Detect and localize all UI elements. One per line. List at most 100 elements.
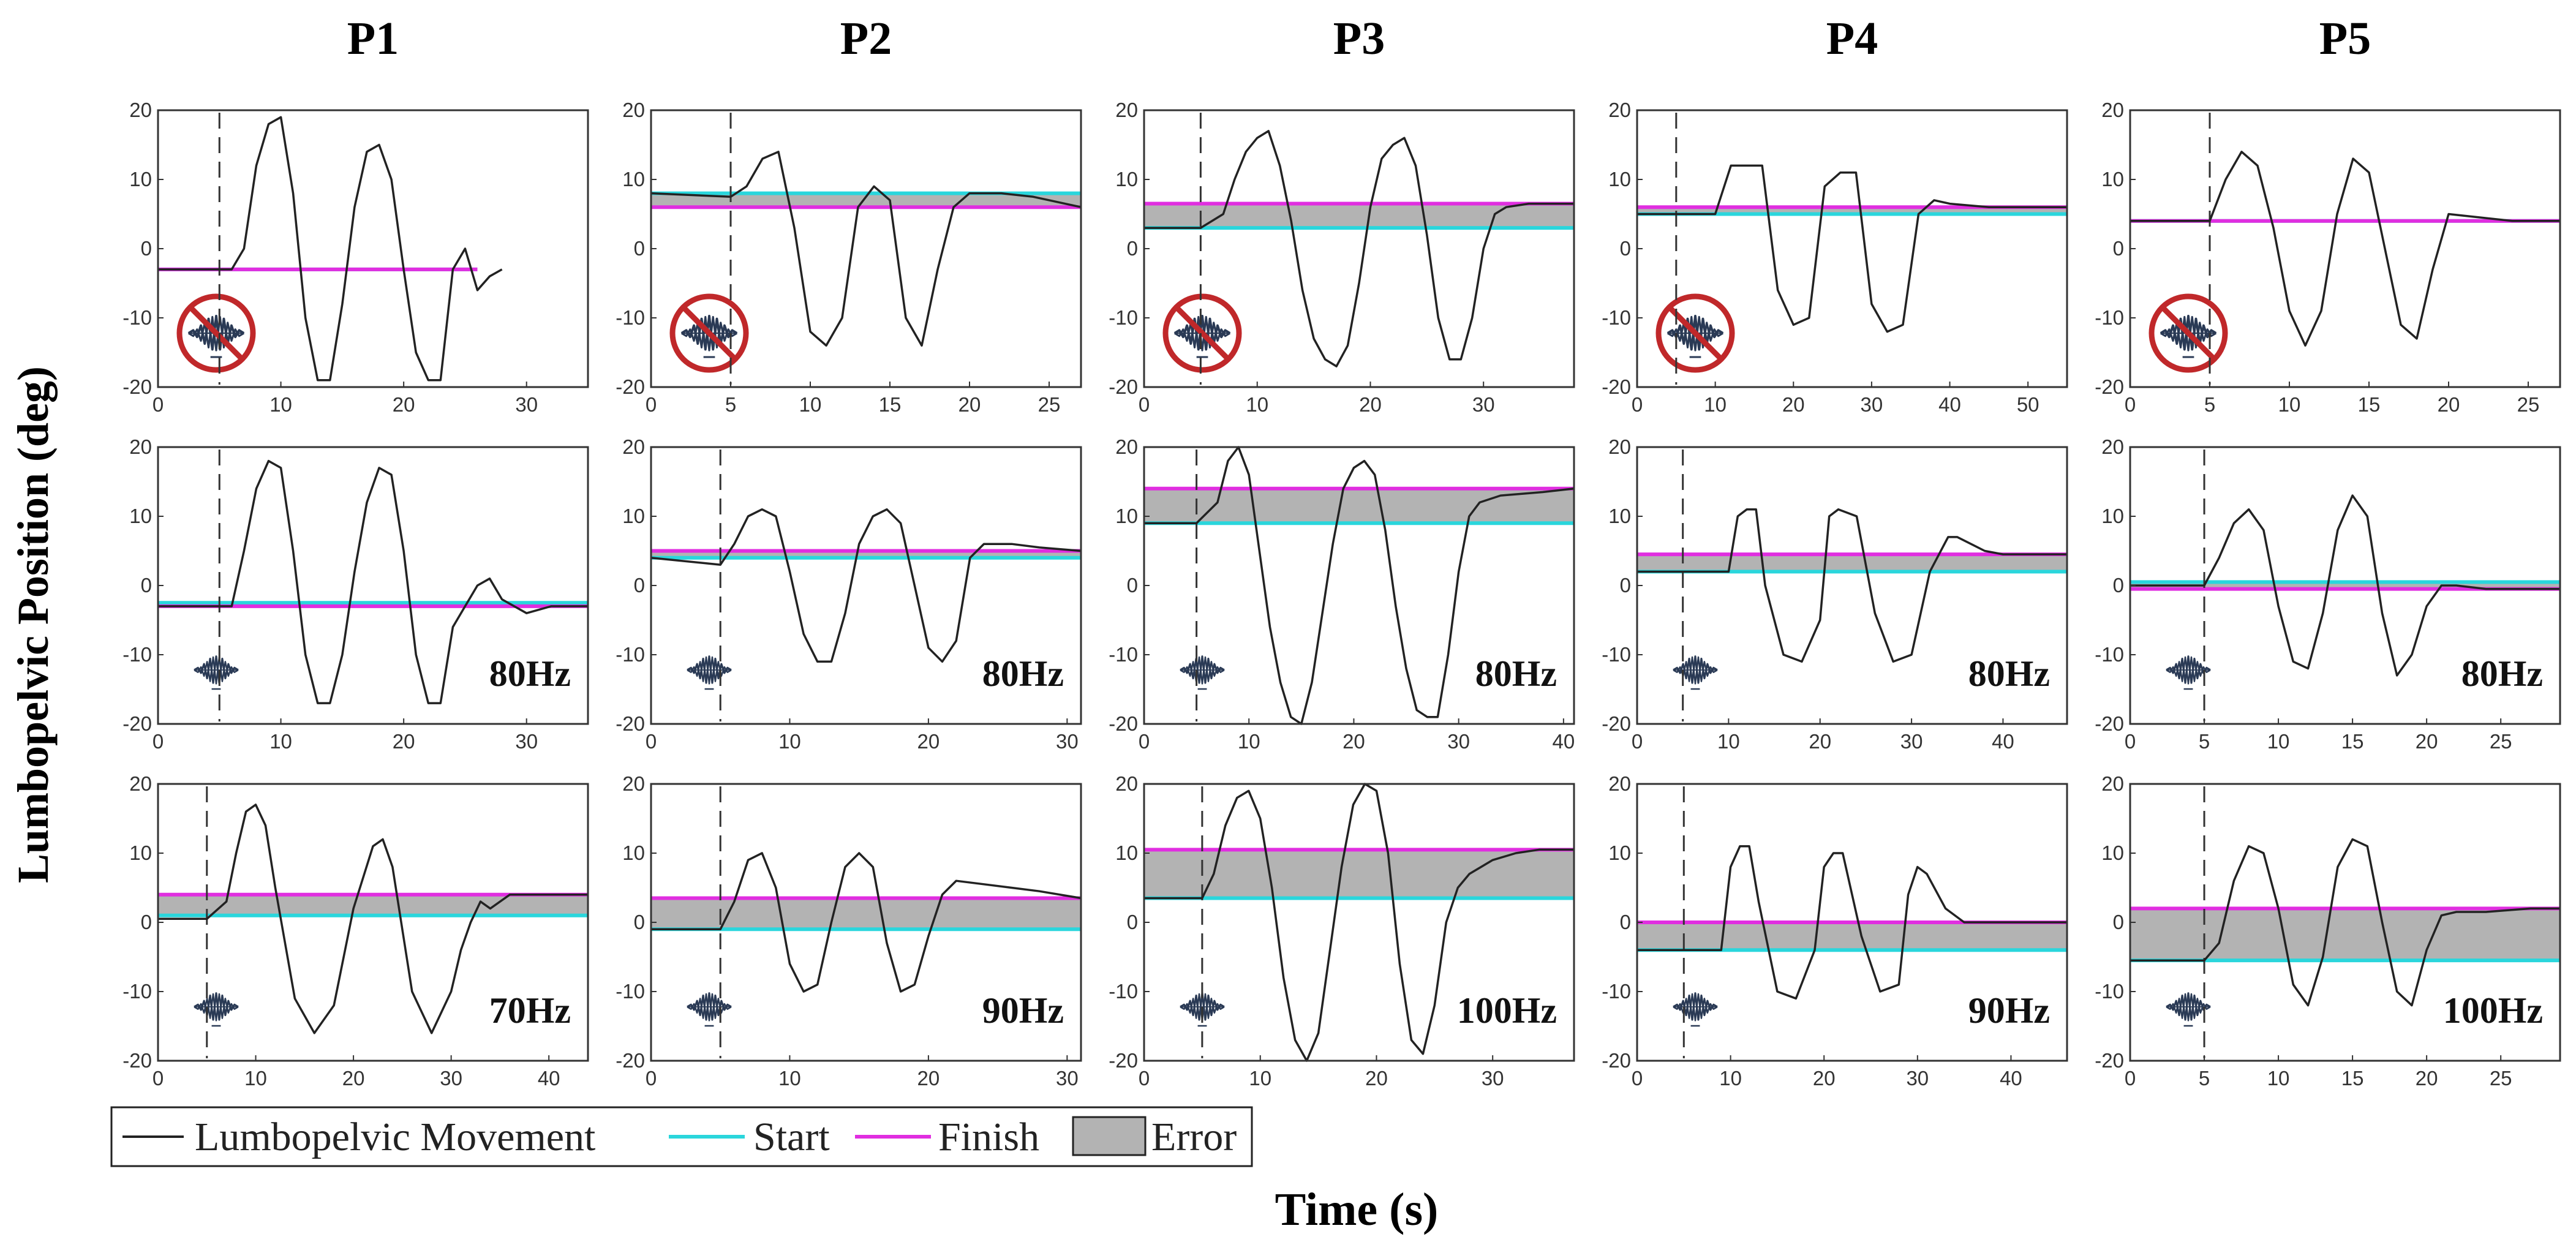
- x-tick-label: 40: [1992, 730, 2014, 753]
- x-tick-label: 20: [2416, 1067, 2438, 1090]
- frequency-label: 90Hz: [1968, 990, 2050, 1031]
- x-tick-label: 50: [2017, 393, 2039, 416]
- y-tick-label: -10: [2095, 643, 2124, 666]
- movement-line: [158, 459, 588, 704]
- error-band: [1637, 922, 2067, 951]
- y-tick-label: 10: [622, 168, 645, 190]
- panels-grid: -20 -10 0 10 20 0 10 20 30 -20 -10 0 10 20 0 5 10 15 20 25 -…: [122, 99, 2561, 1090]
- x-tick-label: 5: [2199, 730, 2210, 753]
- legend-label-error: Error: [1151, 1115, 1237, 1159]
- x-tick-label: 30: [1056, 1067, 1079, 1090]
- x-tick-label: 40: [2000, 1067, 2022, 1090]
- frequency-label: 80Hz: [489, 653, 571, 694]
- x-tick-label: 20: [1343, 730, 1365, 753]
- x-tick-label: 30: [1056, 730, 1079, 753]
- x-axis-label: Time (s): [1275, 1184, 1439, 1235]
- panel-p5-row3: -20 -10 0 10 20 0 5 10 15 20 25 100Hz: [2095, 772, 2561, 1090]
- panel-p5-row1: -20 -10 0 10 20 0 5 10 15 20 25: [2095, 99, 2561, 416]
- panel-p3-row2: -20 -10 0 10 20 0 10 20 30 40 80Hz: [1109, 435, 1575, 753]
- y-tick-label: 0: [141, 574, 152, 597]
- x-tick-label: 10: [2278, 393, 2301, 416]
- movement-line: [158, 116, 503, 382]
- y-tick-label: -10: [616, 980, 645, 1003]
- y-tick-label: -20: [1109, 1049, 1138, 1072]
- y-tick-label: 10: [2101, 841, 2124, 864]
- legend: Lumbopelvic Movement Start Finish Error: [110, 1106, 1253, 1167]
- y-axis-label: Lumbopelvic Position (deg): [9, 366, 58, 883]
- x-tick-label: 25: [1038, 393, 1061, 416]
- y-tick-label: 20: [1115, 99, 1138, 121]
- y-tick-label: 10: [1115, 505, 1138, 527]
- x-tick-label: 0: [2125, 1067, 2136, 1090]
- movement-line: [1637, 845, 2067, 1000]
- x-tick-label: 20: [1359, 393, 1382, 416]
- x-tick-label: 10: [1246, 393, 1268, 416]
- x-tick-label: 15: [879, 393, 902, 416]
- x-tick-label: 20: [917, 1067, 940, 1090]
- x-tick-label: 0: [153, 730, 164, 753]
- panel-p1-row1: -20 -10 0 10 20 0 10 20 30: [122, 99, 589, 416]
- x-tick-label: 0: [1632, 1067, 1643, 1090]
- frequency-label: 100Hz: [1457, 990, 1557, 1031]
- movement-line: [2130, 151, 2560, 347]
- x-tick-label: 40: [1938, 393, 1961, 416]
- plot-area: [1144, 784, 1574, 1061]
- frequency-label: 80Hz: [1475, 653, 1557, 694]
- movement-line: [1144, 130, 1574, 367]
- panel-p2-row3: -20 -10 0 10 20 0 10 20 30 90Hz: [616, 772, 1082, 1090]
- y-tick-label: 20: [129, 99, 152, 121]
- x-tick-label: 20: [917, 730, 940, 753]
- legend-label-movement: Lumbopelvic Movement: [195, 1115, 595, 1159]
- movement-line: [1144, 783, 1574, 1062]
- y-tick-label: 0: [634, 237, 645, 260]
- y-tick-label: -10: [122, 643, 152, 666]
- y-tick-label: -10: [1109, 306, 1138, 329]
- y-tick-label: 10: [1608, 505, 1631, 527]
- frequency-label: 100Hz: [2443, 990, 2543, 1031]
- x-tick-label: 15: [2341, 730, 2364, 753]
- y-tick-label: 20: [2101, 772, 2124, 795]
- x-tick-label: 10: [1717, 730, 1740, 753]
- y-tick-label: -10: [122, 306, 152, 329]
- y-tick-label: -20: [1602, 1049, 1631, 1072]
- y-tick-label: 20: [622, 99, 645, 121]
- x-tick-label: 15: [2358, 393, 2381, 416]
- error-band: [1637, 554, 2067, 572]
- y-tick-label: 20: [622, 435, 645, 458]
- x-tick-label: 10: [778, 1067, 801, 1090]
- no-vibration-icon: [176, 293, 256, 373]
- movement-line: [1637, 508, 2067, 663]
- x-tick-label: 10: [269, 393, 292, 416]
- x-tick-label: 30: [1447, 730, 1470, 753]
- movement-line: [2130, 494, 2560, 677]
- y-tick-label: 0: [634, 574, 645, 597]
- x-tick-label: 10: [778, 730, 801, 753]
- x-tick-label: 0: [1632, 393, 1643, 416]
- column-title-p1: P1: [347, 13, 399, 64]
- x-tick-label: 20: [1809, 730, 1831, 753]
- y-tick-label: -20: [616, 375, 645, 398]
- movement-line: [650, 151, 1082, 347]
- panel-p2-row1: -20 -10 0 10 20 0 5 10 15 20 25: [616, 99, 1082, 416]
- x-tick-label: 10: [799, 393, 822, 416]
- column-title-p5: P5: [2319, 13, 2371, 64]
- y-tick-label: 20: [1608, 772, 1631, 795]
- frequency-label: 70Hz: [489, 990, 571, 1031]
- x-tick-label: 5: [725, 393, 736, 416]
- x-tick-label: 30: [1482, 1067, 1504, 1090]
- x-tick-label: 20: [1782, 393, 1805, 416]
- y-tick-label: -10: [2095, 980, 2124, 1003]
- x-tick-label: 20: [1813, 1067, 1836, 1090]
- y-tick-label: -20: [1602, 712, 1631, 735]
- x-tick-label: 0: [153, 1067, 164, 1090]
- y-tick-label: 0: [1127, 911, 1138, 933]
- x-tick-label: 0: [153, 393, 164, 416]
- plot-area: [651, 447, 1081, 724]
- movement-line: [1637, 164, 2067, 333]
- y-tick-label: -20: [2095, 712, 2124, 735]
- y-tick-label: 0: [2113, 911, 2124, 933]
- x-tick-label: 0: [646, 730, 657, 753]
- legend-label-finish: Finish: [938, 1115, 1039, 1159]
- x-tick-label: 20: [2438, 393, 2460, 416]
